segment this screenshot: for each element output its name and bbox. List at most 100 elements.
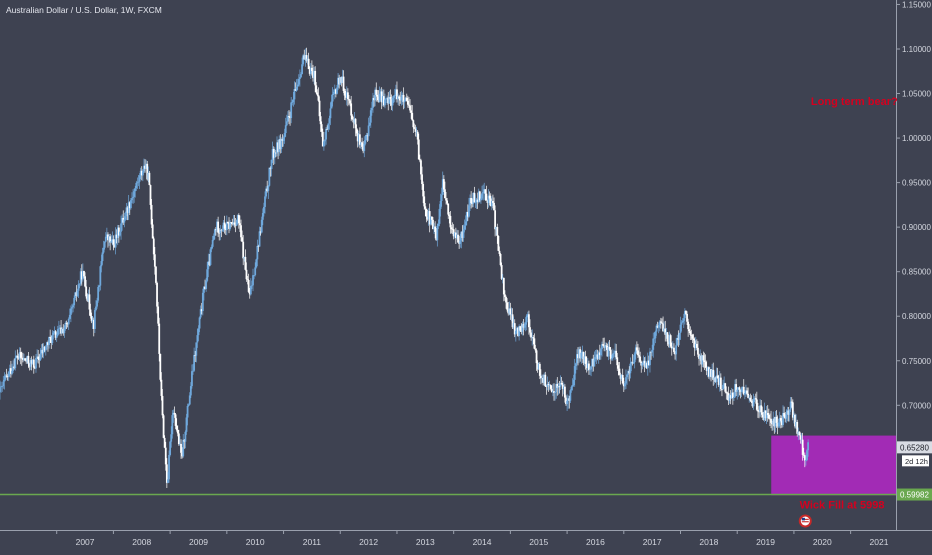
- support-price-badge: [897, 488, 932, 501]
- candle-body: [458, 242, 461, 244]
- candle-body: [695, 343, 698, 348]
- candle-body: [146, 163, 149, 180]
- candle-body: [370, 107, 373, 111]
- candle-body: [471, 203, 474, 204]
- candle-body: [193, 355, 196, 371]
- candle-body: [386, 97, 389, 99]
- candle-body: [557, 386, 560, 388]
- candle-body: [651, 349, 654, 353]
- candle-body: [377, 96, 380, 103]
- candle-body: [28, 363, 31, 367]
- candle-body: [568, 398, 571, 401]
- current-price-badge: [897, 441, 932, 454]
- candle-body: [462, 229, 465, 238]
- candle-body: [495, 227, 498, 230]
- candle-body: [417, 139, 420, 160]
- candle-body: [8, 368, 11, 372]
- candle-body: [0, 387, 1, 392]
- x-tick-label: 2011: [303, 537, 322, 547]
- candle-body: [244, 256, 247, 270]
- candle-body: [123, 219, 126, 223]
- candle-body: [68, 314, 71, 319]
- candle-body: [758, 411, 760, 413]
- x-tick-label: 2007: [76, 537, 95, 547]
- candle-body: [210, 246, 213, 250]
- candle-body: [92, 319, 95, 329]
- candle-body: [400, 96, 403, 101]
- candle-body: [155, 266, 157, 283]
- candle-body: [757, 409, 759, 412]
- candle-body: [730, 392, 733, 399]
- candle-body: [644, 363, 647, 367]
- candle-body: [179, 443, 181, 445]
- x-tick-label: 2018: [699, 537, 718, 547]
- candle-body: [300, 74, 302, 78]
- candle-body: [765, 413, 768, 419]
- candle-body: [93, 310, 96, 329]
- candle-body: [177, 433, 180, 445]
- candle-body: [715, 375, 718, 382]
- us-flag-icon: [798, 514, 812, 528]
- candle-body: [710, 369, 712, 377]
- candle-body: [189, 386, 192, 396]
- candle-body: [159, 353, 162, 380]
- candle-body: [391, 97, 394, 106]
- candle-body: [295, 86, 298, 91]
- candle-body: [610, 358, 613, 360]
- candle-body: [675, 345, 678, 355]
- candle-body: [693, 340, 696, 349]
- candle-body: [280, 138, 283, 150]
- candle-body: [404, 97, 407, 101]
- candle-body: [796, 421, 799, 434]
- candle-body: [302, 55, 305, 65]
- candle-body: [170, 434, 173, 442]
- y-tick-label: 1.00000: [902, 134, 931, 143]
- candle-body: [496, 227, 499, 236]
- candle-body: [402, 94, 405, 103]
- candle-body: [493, 202, 495, 211]
- candle-body: [412, 120, 415, 128]
- candle-body: [542, 378, 544, 383]
- candle-body: [668, 335, 671, 345]
- candle-body: [56, 329, 59, 335]
- candle-body: [564, 386, 566, 398]
- candle-body: [423, 196, 426, 207]
- candle-body: [16, 355, 19, 358]
- candle-body: [741, 386, 744, 389]
- candle-body: [445, 198, 447, 201]
- candle-body: [596, 354, 599, 359]
- candle-body: [799, 435, 802, 440]
- candle-body: [277, 142, 279, 152]
- time-axis[interactable]: 2007 2008 2009 2010 2011 2012 2013 2014 2015 2016…: [56, 530, 889, 547]
- candle-body: [174, 414, 177, 426]
- candle-body: [692, 338, 695, 341]
- candle-body: [25, 360, 28, 362]
- candle-body: [803, 455, 806, 461]
- candle-body: [794, 414, 796, 427]
- candle-body: [185, 417, 188, 432]
- candle-body: [309, 67, 312, 74]
- candle-body: [629, 363, 632, 374]
- candle-body: [770, 418, 772, 423]
- candle-body: [382, 96, 385, 106]
- candle-body: [14, 357, 17, 369]
- candle-body: [657, 325, 660, 328]
- candle-body: [363, 143, 366, 152]
- candle-body: [115, 234, 118, 239]
- candle-body: [114, 234, 117, 248]
- candle-body: [5, 375, 8, 377]
- candle-body: [740, 388, 743, 392]
- candle-body: [658, 321, 661, 326]
- candle-body: [572, 379, 575, 386]
- candle-body: [304, 55, 307, 60]
- candle-body: [544, 374, 547, 387]
- candle-body: [763, 410, 766, 421]
- candle-body: [728, 395, 731, 401]
- candle-body: [642, 360, 645, 363]
- candle-body: [408, 104, 410, 106]
- candle-body: [180, 443, 182, 453]
- candle-body: [701, 355, 704, 365]
- candle-body: [685, 311, 687, 314]
- candle-body: [786, 410, 789, 415]
